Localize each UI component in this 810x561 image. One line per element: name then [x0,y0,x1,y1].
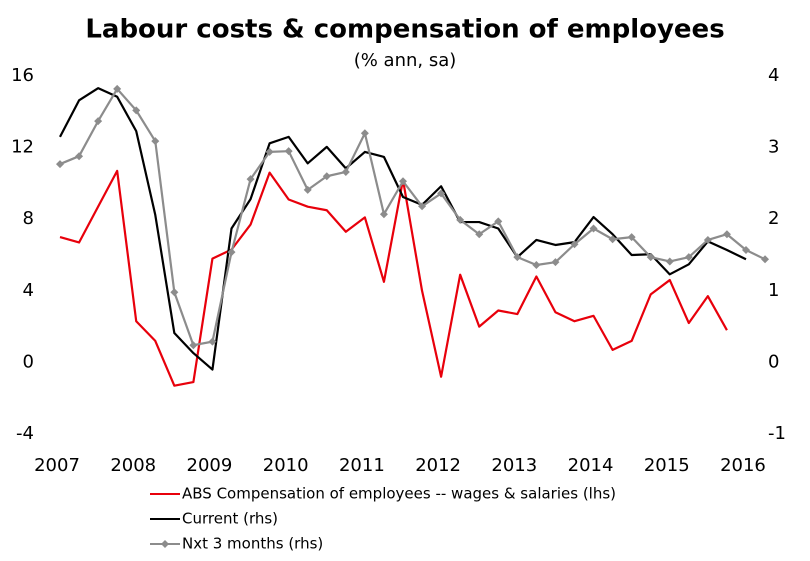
y-tick-label: 0 [23,351,34,372]
x-tick-label: 2009 [187,455,233,476]
series-line [59,87,766,347]
point-marker [284,147,293,156]
point-marker [532,261,541,270]
chart-title: Labour costs & compensation of employees [85,15,724,45]
point-marker [170,288,179,297]
x-tick-label: 2011 [339,455,385,476]
point-marker [360,129,369,138]
x-tick-label: 2014 [568,455,614,476]
point-marker [418,202,427,211]
point-marker [513,253,522,262]
x-tick-label: 2008 [110,455,156,476]
point-marker [398,177,407,186]
point-marker [627,233,636,242]
point-marker [151,137,160,146]
y-tick-label: -4 [16,423,34,444]
point-marker [456,215,465,224]
y2-tick-label: 1 [768,280,779,301]
point-marker [208,337,217,346]
x-tick-label: 2010 [263,455,309,476]
x-tick-label: 2015 [644,455,690,476]
point-marker [703,235,712,244]
y2-tick-label: -1 [768,423,786,444]
point-marker [646,253,655,262]
y-tick-label: 12 [11,137,34,158]
point-marker [494,217,503,226]
point-marker [570,240,579,249]
point-marker [437,189,446,198]
point-marker [551,258,560,267]
point-marker [113,84,122,93]
point-marker [722,230,731,239]
y-tick-label: 4 [23,280,34,301]
y2-tick-label: 2 [768,208,779,229]
point-marker [303,185,312,194]
chart-subtitle: (% ann, sa) [354,50,457,71]
point-marker [341,167,350,176]
legend-label: ABS Compensation of employees -- wages &… [182,485,616,503]
point-marker [665,257,674,266]
x-tick-label: 2007 [34,455,80,476]
series-line [59,169,728,387]
point-marker [589,224,598,233]
point-marker [741,245,750,254]
legend-label: Current (rhs) [182,510,278,528]
y-tick-label: 16 [11,65,34,86]
point-marker [56,160,64,169]
legend-label: Nxt 3 months (rhs) [182,535,323,553]
point-marker [379,210,388,219]
point-marker [246,175,255,184]
point-marker [761,255,770,264]
point-marker [75,152,84,161]
series-line [59,87,747,371]
point-marker [132,106,141,115]
x-tick-label: 2012 [415,455,461,476]
y-tick-label: 8 [23,208,34,229]
point-marker [322,172,331,181]
y2-tick-label: 0 [768,351,779,372]
point-marker [608,235,617,244]
point-marker [684,253,693,262]
point-marker [189,341,198,350]
y2-tick-label: 4 [768,65,779,86]
point-marker [94,117,103,126]
point-marker [265,147,274,156]
legend-marker [161,540,169,548]
point-marker [475,230,484,239]
x-tick-label: 2013 [491,455,537,476]
x-tick-label: 2016 [720,455,766,476]
point-marker [227,248,236,257]
y2-tick-label: 3 [768,137,779,158]
